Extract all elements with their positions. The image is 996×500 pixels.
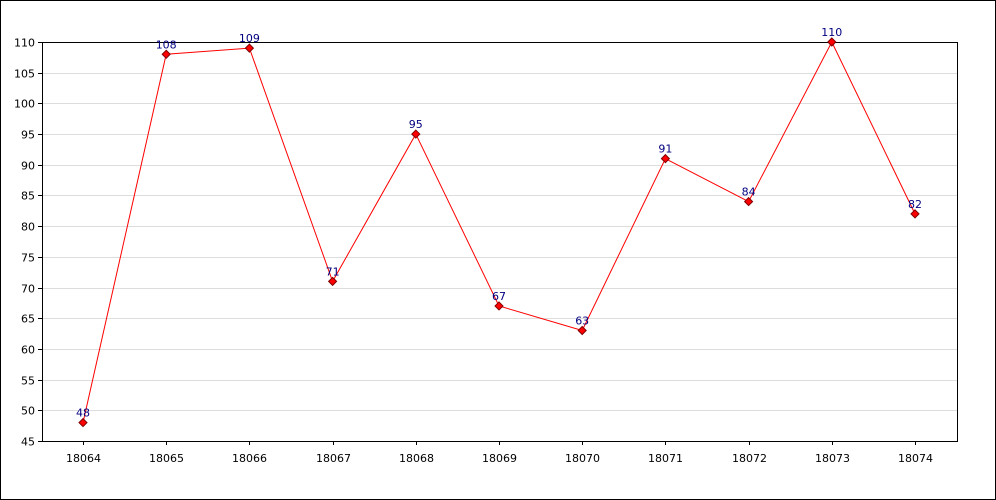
y-tick-label: 55 bbox=[21, 375, 35, 388]
y-tick-label: 50 bbox=[21, 405, 35, 418]
data-label: 67 bbox=[492, 290, 506, 303]
series-line bbox=[82, 40, 916, 423]
data-label: 91 bbox=[658, 143, 672, 156]
y-tick-label: 85 bbox=[21, 190, 35, 203]
data-point-marker bbox=[827, 37, 837, 47]
data-point-marker bbox=[78, 417, 88, 428]
y-tick-label: 100 bbox=[14, 98, 35, 111]
data-point-marker bbox=[660, 153, 671, 164]
y-tick-label: 105 bbox=[14, 68, 35, 81]
data-point-marker bbox=[743, 196, 754, 207]
series-group bbox=[78, 37, 920, 428]
x-tick-label: 18069 bbox=[482, 452, 517, 465]
x-tick-label: 18070 bbox=[565, 452, 600, 465]
data-label: 109 bbox=[239, 32, 260, 45]
y-tick-label: 75 bbox=[21, 252, 35, 265]
x-tick-label: 18067 bbox=[316, 452, 351, 465]
x-tick-label: 18072 bbox=[732, 452, 767, 465]
data-point-marker bbox=[244, 43, 255, 53]
data-label: 82 bbox=[908, 198, 922, 211]
data-label: 108 bbox=[156, 38, 177, 51]
data-label: 48 bbox=[76, 407, 90, 420]
data-labels: 48 108 109 71 95 67 63 91 84 110 82 bbox=[76, 26, 922, 420]
y-tick-label: 90 bbox=[21, 160, 35, 173]
data-point-marker bbox=[494, 301, 504, 311]
y-tick-label: 60 bbox=[21, 344, 35, 357]
data-point-marker bbox=[577, 325, 587, 336]
y-tick-label: 110 bbox=[14, 37, 35, 50]
x-tick-label: 18066 bbox=[232, 452, 267, 465]
data-label: 110 bbox=[821, 26, 842, 39]
y-axis: 45 50 55 60 65 70 75 80 85 90 95 100 105 110 bbox=[14, 37, 42, 449]
y-tick-label: 70 bbox=[21, 283, 35, 296]
y-tick-label: 45 bbox=[21, 436, 35, 449]
data-point-marker bbox=[411, 129, 421, 139]
x-tick-label: 18064 bbox=[66, 452, 101, 465]
data-label: 71 bbox=[326, 265, 340, 278]
y-tick-label: 65 bbox=[21, 313, 35, 326]
y-tick-label: 80 bbox=[21, 221, 35, 234]
x-tick-label: 18071 bbox=[648, 452, 683, 465]
x-tick-label: 18074 bbox=[898, 452, 933, 465]
data-label: 63 bbox=[575, 315, 589, 328]
data-point-marker bbox=[910, 209, 920, 219]
x-tick-label: 18068 bbox=[399, 452, 434, 465]
data-point-marker bbox=[327, 276, 338, 287]
y-tick-label: 95 bbox=[21, 129, 35, 142]
data-label: 84 bbox=[742, 186, 756, 199]
data-point-marker bbox=[161, 49, 171, 59]
x-axis: 18064 18065 18066 18067 18068 18069 18070 18071… bbox=[66, 441, 933, 465]
grid-lines bbox=[42, 42, 957, 411]
plot-area bbox=[42, 42, 958, 442]
x-tick-label: 18073 bbox=[815, 452, 850, 465]
data-label: 95 bbox=[409, 118, 423, 131]
x-tick-label: 18065 bbox=[149, 452, 184, 465]
